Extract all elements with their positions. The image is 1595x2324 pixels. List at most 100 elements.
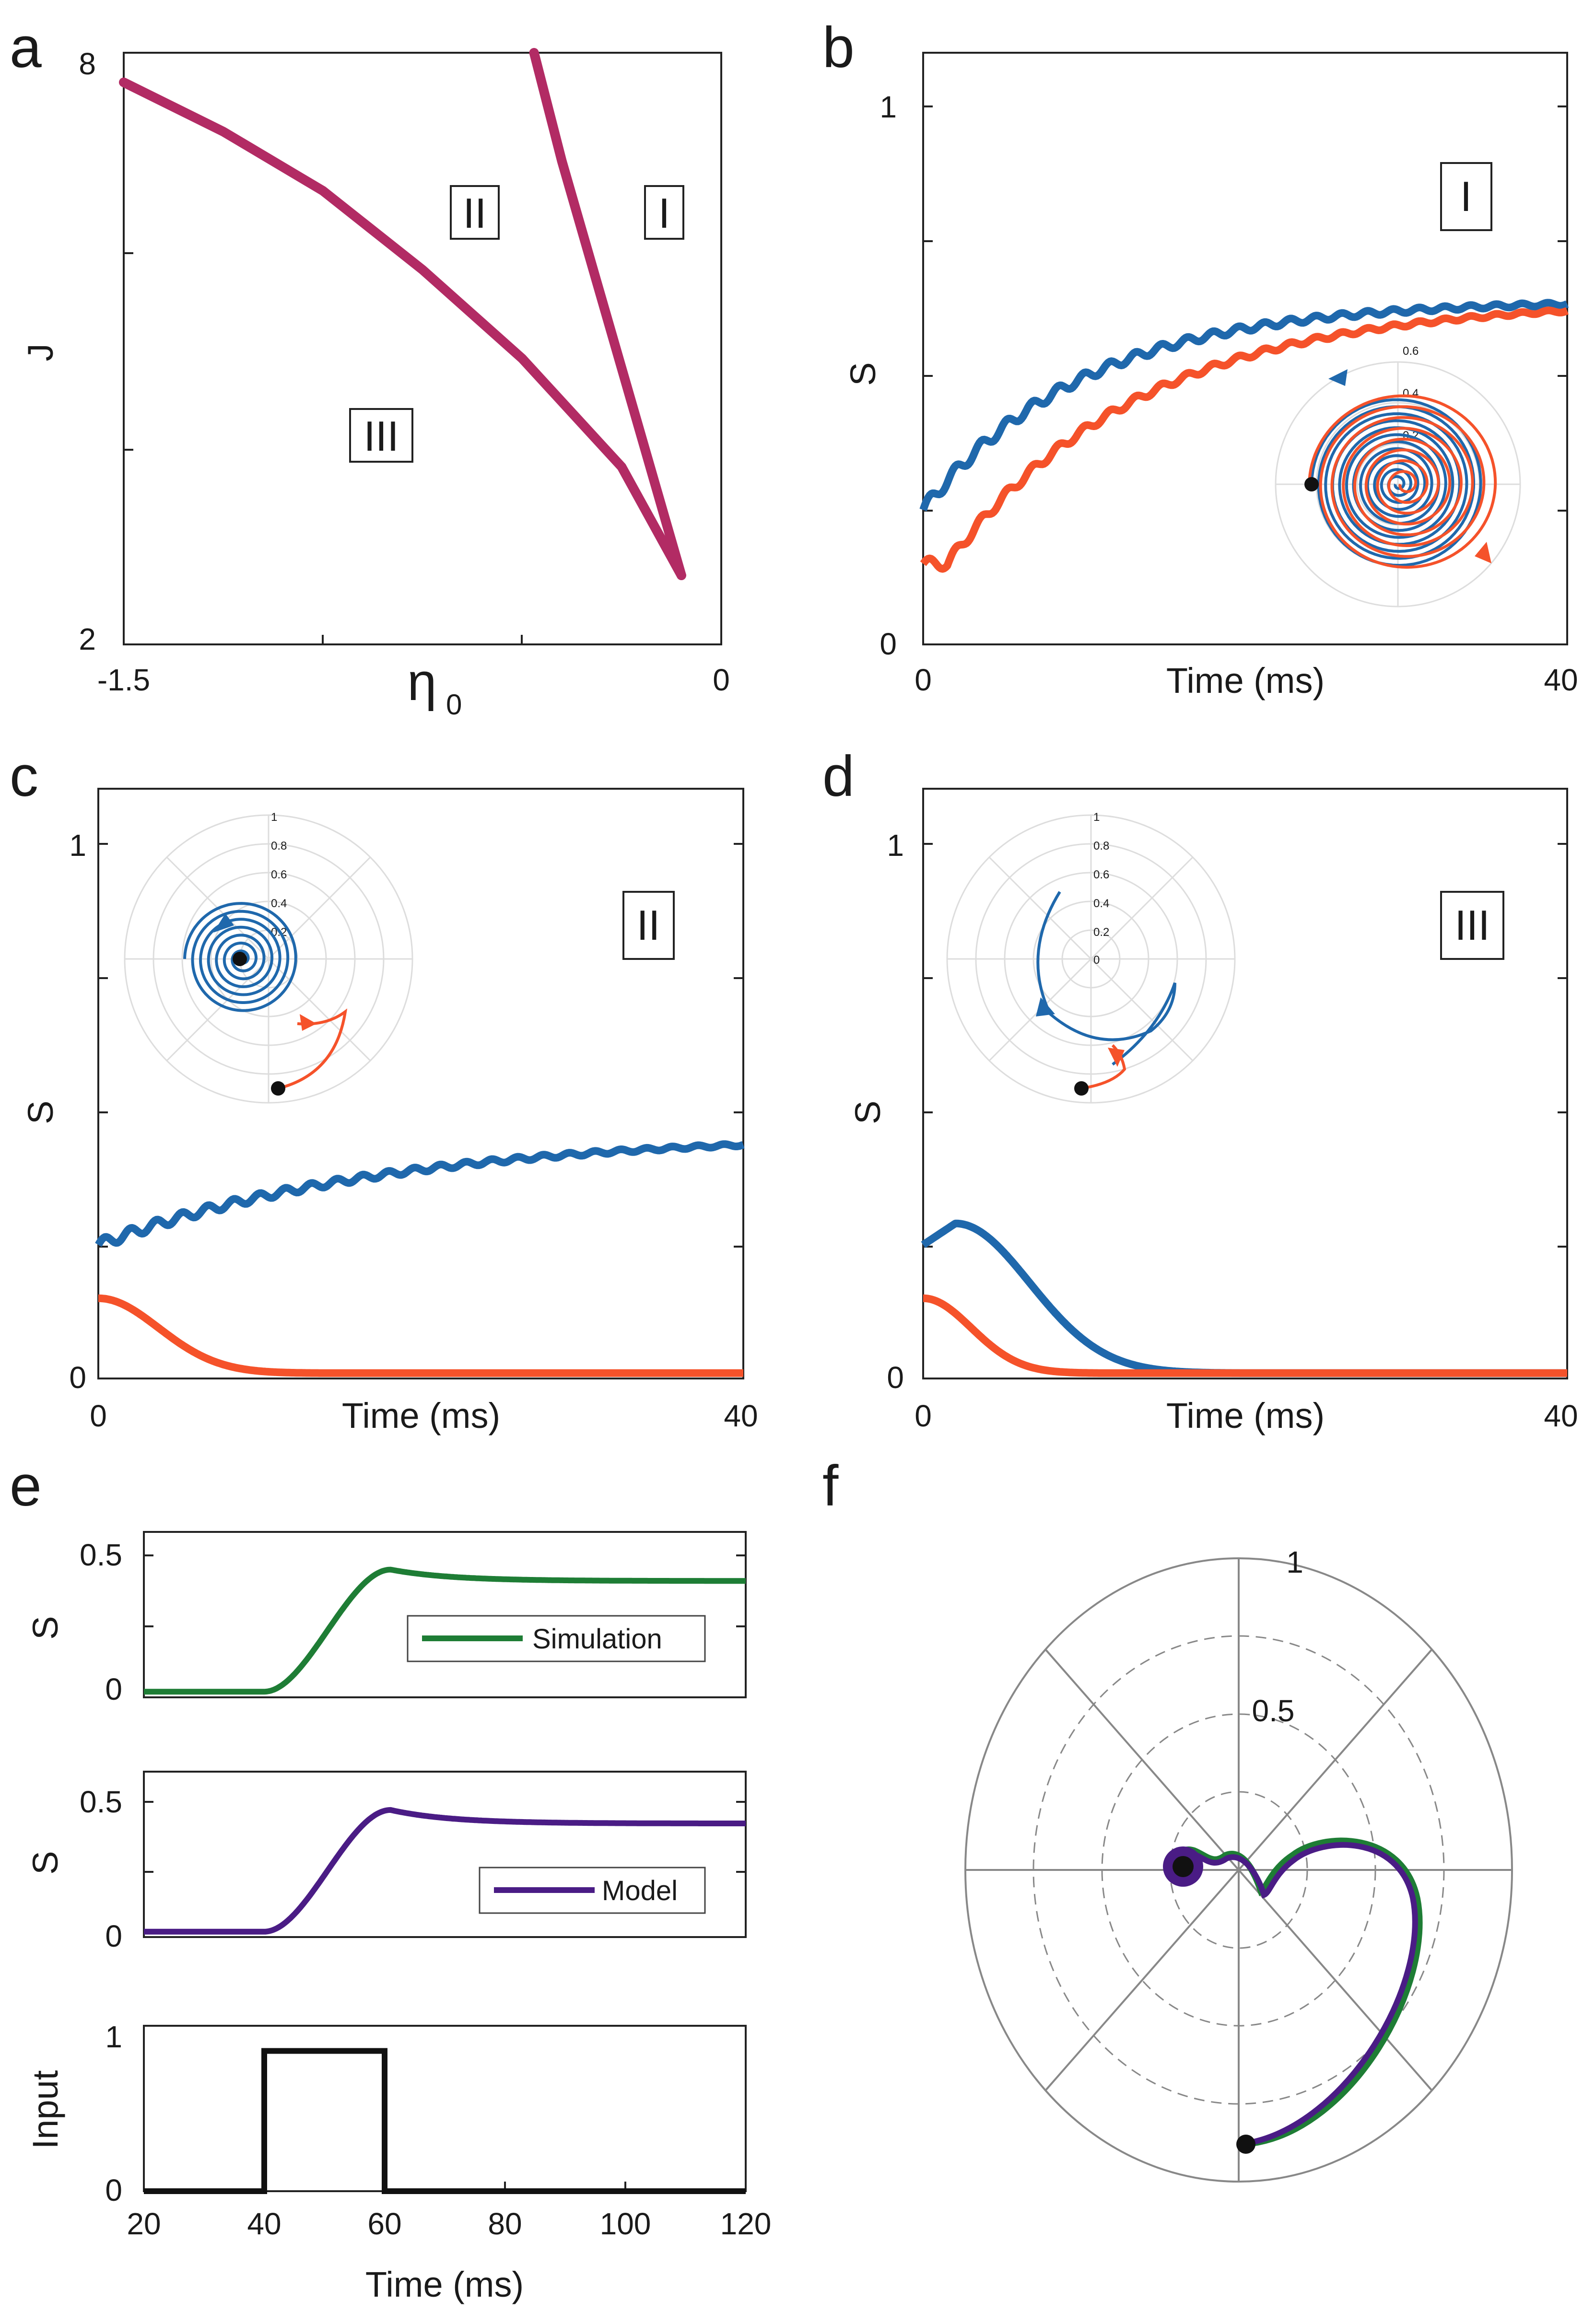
a-xtick-right: 0 [713,663,730,697]
panel-label-a: a [10,15,42,80]
c-inset-ring-0.4: 0.4 [271,897,287,910]
d-series-blue [921,1219,1570,1377]
b-inset-start-dot [1304,477,1319,491]
d-inset-start-dot [1074,1081,1089,1096]
c-inset-arrow-orange [300,1014,317,1031]
a-xlabel-subscript: 0 [446,689,462,721]
c-ylabel: S [21,1100,60,1124]
c-polar-inset: 1 0.8 0.6 0.4 0.2 [124,811,413,1104]
d-ytick-bottom: 0 [887,1360,904,1395]
b-ytick-top: 1 [880,90,897,124]
e1-ytick-0.5: 0.5 [80,1538,122,1572]
b-ylabel: S [843,362,883,385]
region-label-I: I [658,189,670,237]
panel-c: II 1 0.8 0.6 0.4 0.2 1 0 0 40 S [21,788,758,1436]
a-xtick-left: -1.5 [97,663,150,697]
panel-d: III 1 0.8 0.6 0.4 0.2 0 1 0 0 40 S [848,788,1578,1436]
c-inset-ring-0.8: 0.8 [271,840,287,853]
region-label-II: II [463,189,487,237]
e2-legend-label: Model [602,1875,678,1906]
panel-c-frame [97,788,744,1379]
d-xtick-right: 40 [1544,1399,1578,1433]
d-polar-inset: 1 0.8 0.6 0.4 0.2 0 [946,811,1236,1104]
panel-f: 1 0.5 [964,1545,1513,2183]
f-ring-label-1: 1 [1286,1545,1303,1579]
c-inset-start-dot [271,1081,285,1096]
e3-series-input [144,2048,746,2194]
d-inset-arrow-blue [1036,997,1055,1016]
e3-xtick-20: 20 [127,2207,161,2241]
d-inset-spiral-blue [1036,891,1176,1066]
c-region-label: II [637,901,660,949]
b-inset-ring-0.6: 0.6 [1403,345,1419,358]
d-inset-ring-0: 0 [1093,954,1100,967]
f-start-dot [1236,2135,1255,2154]
e2-ylabel: S [25,1851,65,1874]
d-ytick-top: 1 [887,828,904,863]
e3-xtick-120: 120 [720,2207,772,2241]
a-xlabel: η [407,653,436,712]
b-inset-arrow-blue [1328,369,1348,386]
panel-label-b: b [822,15,855,80]
d-xtick-left: 0 [915,1399,932,1433]
b-series-orange [920,306,1570,573]
e3-frame [143,2025,747,2192]
e3-ytick-1: 1 [105,2020,122,2054]
e1-legend-label: Simulation [532,1623,662,1655]
c-xtick-right: 40 [724,1399,758,1433]
d-inset-ring-1: 1 [1093,811,1100,824]
b-xlabel: Time (ms) [1166,661,1325,701]
c-inset-ring-1: 1 [271,811,277,824]
panel-label-e: e [10,1454,42,1518]
d-inset-arrow-orange [1108,1048,1125,1067]
panel-a: II I III 8 2 -1.5 0 J η 0 [21,47,730,721]
c-inset-ring-0.6: 0.6 [271,868,287,881]
a-ytick-bottom: 2 [79,622,96,656]
e2-ytick-0.5: 0.5 [80,1785,122,1819]
phase-boundary-line-1 [119,77,686,580]
d-inset-ring-0.8: 0.8 [1093,840,1109,853]
f-trajectory-model [1176,1842,1418,2146]
c-xlabel: Time (ms) [342,1396,500,1436]
a-ylabel: J [21,344,60,362]
b-xtick-right: 40 [1544,663,1578,697]
e2-frame [143,1771,747,1938]
c-xtick-left: 0 [90,1399,107,1433]
e1-frame [143,1531,747,1698]
e3-xtick-100: 100 [600,2207,651,2241]
f-ring-label-0.5: 0.5 [1252,1693,1295,1728]
panel-label-f: f [822,1454,839,1518]
d-inset-ring-0.2: 0.2 [1093,926,1109,939]
e2-series-model [144,1807,746,1935]
panel-a-frame [123,52,722,645]
b-series-blue [919,299,1570,512]
region-label-III: III [364,412,399,460]
c-inset-arrow-blue [213,913,234,933]
d-inset-ring-0.6: 0.6 [1093,868,1109,881]
b-inset-arrow-orange [1475,542,1491,563]
e1-series-simulation [144,1566,746,1695]
f-trajectory-simulation [1173,1837,1423,2147]
c-series-orange [96,1294,746,1377]
panel-label-d: d [822,744,855,808]
c-series-blue [95,1140,746,1247]
panel-b: I 0.6 0.4 0.2 1 0 0 40 S Time (ms) [843,52,1578,701]
panel-d-frame [922,788,1568,1379]
a-ytick-top: 8 [79,47,96,81]
e3-xtick-40: 40 [247,2207,281,2241]
c-inset-center-dot [233,952,247,966]
panel-label-c: c [10,744,38,808]
panel-b-frame [922,52,1568,645]
e3-ytick-0: 0 [105,2173,122,2207]
b-inset-spiral-orange [1308,394,1497,569]
phase-boundary-line-2 [529,48,686,580]
b-polar-inset: 0.6 0.4 0.2 [1275,345,1521,607]
d-inset-ring-0.4: 0.4 [1093,897,1109,910]
b-ytick-bottom: 0 [880,627,897,661]
b-xtick-left: 0 [915,663,932,697]
c-inset-spiral-orange [278,1008,348,1090]
c-ytick-top: 1 [69,828,86,863]
d-xlabel: Time (ms) [1166,1396,1325,1436]
e3-xtick-80: 80 [488,2207,522,2241]
